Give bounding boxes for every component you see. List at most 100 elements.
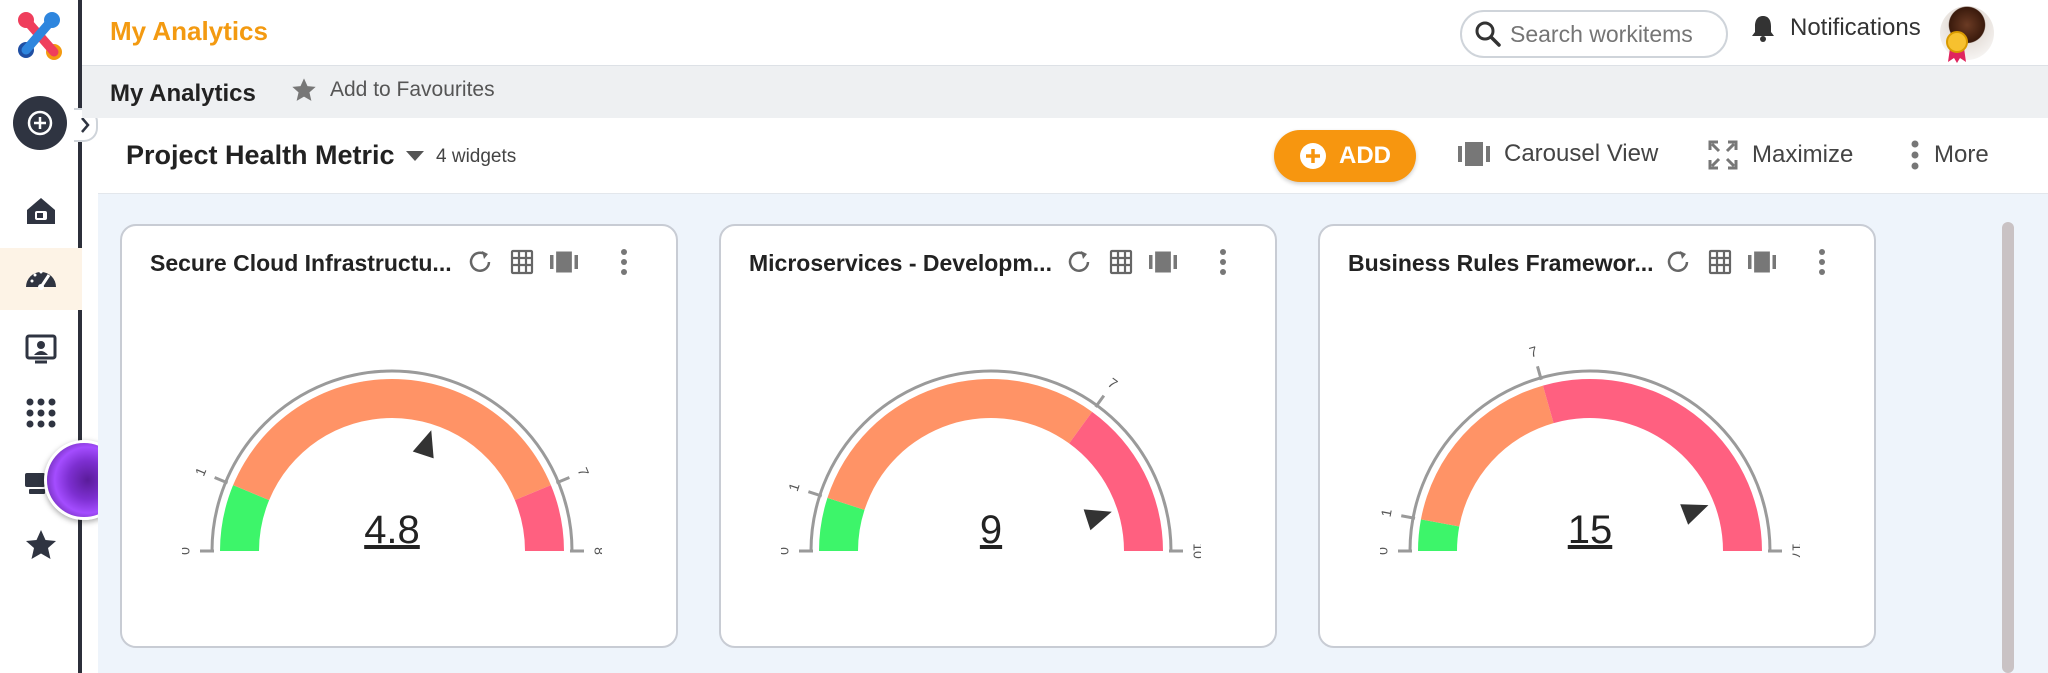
dashboard-selector[interactable]: Project Health Metric <box>126 140 425 171</box>
widget-toolbar <box>1664 248 1836 276</box>
gauge-chart: 0 1 7 10 9 <box>781 369 1201 559</box>
home-icon <box>27 198 55 224</box>
gauge-widget: Microservices - Developm... 0 1 7 10 9 <box>719 224 1277 648</box>
add-label: ADD <box>1339 142 1391 169</box>
widget-title: Secure Cloud Infrastructu... <box>150 250 452 276</box>
app-logo[interactable] <box>12 8 68 64</box>
gauge-tick <box>807 490 823 498</box>
add-to-favourites-label: Add to Favourites <box>330 78 495 101</box>
maximize-button[interactable]: Maximize <box>1708 140 1853 170</box>
apps-grid-icon <box>26 398 56 428</box>
refresh-icon[interactable] <box>1664 248 1692 276</box>
gauge-tick-label: 8 <box>591 547 602 555</box>
carousel-view-label: Carousel View <box>1504 140 1659 167</box>
gauge-band-green <box>1418 519 1460 551</box>
nav-item-favourites[interactable] <box>0 514 82 576</box>
bell-icon <box>1752 16 1774 42</box>
gauge-value: 4.8 <box>364 508 420 552</box>
gauge-pointer <box>1680 504 1709 525</box>
nav-item-analytics[interactable] <box>0 248 82 310</box>
nav-item-home[interactable] <box>0 180 82 242</box>
table-view-icon[interactable] <box>1706 248 1734 276</box>
presentation-icon <box>25 334 57 364</box>
caret-down-icon <box>405 150 424 161</box>
gauge-tick-label: 0 <box>1380 547 1391 555</box>
gauge-tick <box>555 476 570 485</box>
gauge-rim <box>809 369 1173 552</box>
gauge-chart: 0171715 <box>1380 346 1800 559</box>
star-icon <box>26 530 56 559</box>
gauge-tick-label: 7 <box>1527 346 1539 360</box>
gauge-pointer <box>1083 509 1112 531</box>
add-to-favourites-button[interactable]: Add to Favourites <box>290 76 495 104</box>
gauge-tick <box>1094 394 1106 408</box>
gauge-pointer <box>412 430 434 459</box>
carousel-icon[interactable] <box>1149 248 1177 276</box>
add-circle-icon <box>1300 143 1326 169</box>
refresh-icon[interactable] <box>466 248 494 276</box>
create-button[interactable] <box>13 96 67 150</box>
gauge-tick <box>1536 365 1543 381</box>
gauge-widget: Business Rules Framewor...0171715 <box>1318 224 1876 648</box>
gauge-tick-label: 7 <box>575 465 593 479</box>
breadcrumb-bar: My Analytics Add to Favourites <box>82 66 2048 118</box>
gauge-value: 15 <box>1568 508 1613 552</box>
gauge-band-orange <box>233 379 551 501</box>
vertical-scrollbar[interactable] <box>2002 222 2014 673</box>
notifications-button[interactable]: Notifications <box>1750 14 1921 42</box>
carousel-icon[interactable] <box>1748 248 1776 276</box>
gauge-tick <box>1400 514 1416 520</box>
dashboard-title: Project Health Metric <box>126 140 395 170</box>
carousel-icon[interactable] <box>550 248 578 276</box>
badge-medal-icon <box>1946 31 1968 63</box>
app-title: My Analytics <box>110 16 268 46</box>
gauge-value: 9 <box>980 508 1002 552</box>
add-circle-icon <box>27 110 53 136</box>
table-view-icon[interactable] <box>1107 248 1135 276</box>
top-bar: My Analytics Notifications <box>82 0 2048 66</box>
refresh-icon[interactable] <box>1065 248 1093 276</box>
more-vertical-icon[interactable] <box>1808 248 1836 276</box>
more-vertical-icon[interactable] <box>1209 248 1237 276</box>
more-vertical-icon <box>1911 140 1919 170</box>
chevron-right-icon <box>81 117 90 133</box>
gauge-rim <box>1408 369 1772 552</box>
user-avatar[interactable] <box>1940 6 1994 60</box>
nav-item-cards[interactable] <box>0 450 82 512</box>
maximize-label: Maximize <box>1752 141 1854 168</box>
nav-item-apps[interactable] <box>0 382 82 444</box>
breadcrumb: My Analytics <box>110 80 256 107</box>
widget-title: Microservices - Developm... <box>749 250 1052 276</box>
cards-icon <box>25 473 45 494</box>
gauge-band-orange <box>827 379 1093 510</box>
widget-toolbar <box>1065 248 1237 276</box>
notifications-label: Notifications <box>1790 14 1921 41</box>
gauge-band-red <box>1542 379 1762 551</box>
gauge-tick-label: 7 <box>1105 375 1121 393</box>
search-input[interactable] <box>1510 20 1710 48</box>
left-nav-rail <box>0 0 98 673</box>
widget-toolbar <box>466 248 638 276</box>
gauge-tick-label: 1 <box>785 481 803 494</box>
gauge-tick-label: 0 <box>182 547 193 555</box>
gauge-tick <box>214 476 229 485</box>
gauge-chart: 0 1 7 8 4.8 <box>182 369 602 555</box>
dashboard-header: Project Health Metric 4 widgets ADD Caro… <box>98 118 2048 194</box>
widget-title: Business Rules Framewor... <box>1348 250 1654 276</box>
more-vertical-icon[interactable] <box>610 248 638 276</box>
gauge-band-orange <box>1420 385 1554 527</box>
gauge-tick-label: 10 <box>1190 543 1201 559</box>
nav-item-presentation[interactable] <box>0 318 82 380</box>
gauge-band-red <box>514 485 564 551</box>
gauge-band-red <box>1069 411 1163 551</box>
add-widget-button[interactable]: ADD <box>1274 130 1416 182</box>
carousel-view-button[interactable]: Carousel View <box>1458 140 1658 168</box>
dashboard-area: Project Health Metric 4 widgets ADD Caro… <box>98 118 2048 673</box>
more-label: More <box>1934 141 1989 168</box>
gauge-tick-label: 1 <box>192 465 210 479</box>
search-icon <box>1475 21 1501 47</box>
search-box[interactable] <box>1460 10 1728 58</box>
gauge-tick-label: 0 <box>781 547 792 555</box>
more-button[interactable]: More <box>1910 140 1989 170</box>
table-view-icon[interactable] <box>508 248 536 276</box>
